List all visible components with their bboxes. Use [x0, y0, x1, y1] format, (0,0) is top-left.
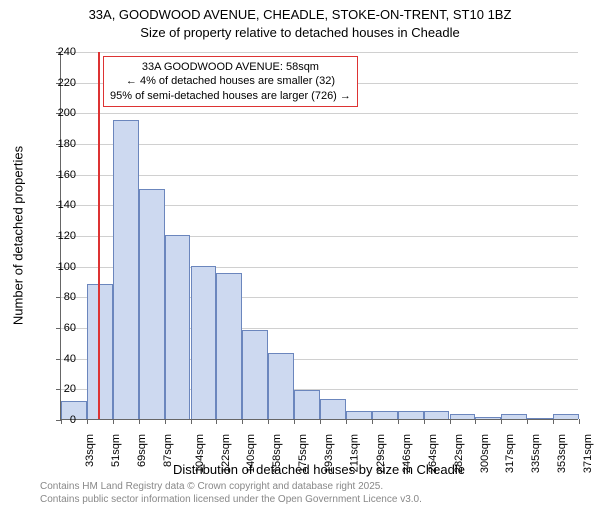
property-marker-line: [98, 52, 100, 419]
x-tick-mark: [165, 419, 166, 424]
x-tick-label: 264sqm: [427, 434, 439, 473]
histogram-bar: [191, 266, 217, 419]
footer-line1: Contains HM Land Registry data © Crown c…: [40, 480, 422, 493]
x-tick-mark: [579, 419, 580, 424]
y-tick-mark: [56, 389, 61, 390]
histogram-bar: [165, 235, 191, 419]
y-tick-label: 240: [58, 46, 76, 58]
y-tick-label: 200: [58, 107, 76, 119]
x-tick-mark: [87, 419, 88, 424]
x-tick-label: 282sqm: [453, 434, 465, 473]
x-tick-mark: [372, 419, 373, 424]
x-tick-mark: [553, 419, 554, 424]
footer-attribution: Contains HM Land Registry data © Crown c…: [40, 480, 422, 506]
x-tick-mark: [268, 419, 269, 424]
title-line1: 33A, GOODWOOD AVENUE, CHEADLE, STOKE-ON-…: [0, 6, 600, 24]
histogram-bar: [450, 414, 476, 419]
y-tick-mark: [56, 359, 61, 360]
y-axis-label: Number of detached properties: [11, 136, 26, 336]
x-tick-mark: [398, 419, 399, 424]
y-tick-label: 100: [58, 261, 76, 273]
chart-title: 33A, GOODWOOD AVENUE, CHEADLE, STOKE-ON-…: [0, 0, 600, 41]
y-tick-mark: [56, 328, 61, 329]
x-tick-label: 300sqm: [479, 434, 491, 473]
x-tick-label: 140sqm: [246, 434, 258, 473]
x-tick-label: 193sqm: [323, 434, 335, 473]
x-tick-label: 229sqm: [375, 434, 387, 473]
x-tick-label: 158sqm: [271, 434, 283, 473]
x-tick-label: 122sqm: [220, 434, 232, 473]
histogram-bar: [139, 189, 165, 419]
x-tick-mark: [501, 419, 502, 424]
annotation-line2: ← 4% of detached houses are smaller (32): [110, 74, 351, 88]
x-tick-mark: [242, 419, 243, 424]
x-tick-mark: [320, 419, 321, 424]
x-tick-label: 51sqm: [110, 434, 122, 467]
x-tick-label: 104sqm: [194, 434, 206, 473]
x-tick-label: 353sqm: [556, 434, 568, 473]
y-tick-label: 20: [64, 383, 76, 395]
histogram-bar: [87, 284, 113, 419]
x-tick-mark: [527, 419, 528, 424]
chart-container: 33A, GOODWOOD AVENUE, CHEADLE, STOKE-ON-…: [0, 0, 600, 500]
plot-area: 33A GOODWOOD AVENUE: 58sqm← 4% of detach…: [60, 52, 578, 420]
x-tick-mark: [113, 419, 114, 424]
y-tick-label: 40: [64, 353, 76, 365]
title-line2: Size of property relative to detached ho…: [0, 24, 600, 42]
histogram-bar: [424, 411, 450, 419]
histogram-bar: [398, 411, 424, 419]
histogram-bar: [553, 414, 579, 419]
x-tick-mark: [294, 419, 295, 424]
grid-line: [61, 52, 578, 53]
x-tick-label: 87sqm: [162, 434, 174, 467]
histogram-bar: [268, 353, 294, 419]
x-tick-mark: [191, 419, 192, 424]
annotation-box: 33A GOODWOOD AVENUE: 58sqm← 4% of detach…: [103, 56, 358, 107]
x-tick-mark: [450, 419, 451, 424]
x-tick-label: 69sqm: [136, 434, 148, 467]
histogram-bar: [216, 273, 242, 419]
y-tick-label: 60: [64, 322, 76, 334]
y-tick-label: 0: [70, 414, 76, 426]
y-tick-label: 80: [64, 291, 76, 303]
y-tick-label: 140: [58, 199, 76, 211]
x-tick-mark: [475, 419, 476, 424]
histogram-bar: [372, 411, 398, 419]
y-tick-label: 180: [58, 138, 76, 150]
x-tick-mark: [139, 419, 140, 424]
histogram-bar: [501, 414, 527, 419]
histogram-bar: [113, 120, 139, 419]
x-tick-label: 317sqm: [505, 434, 517, 473]
y-tick-label: 160: [58, 169, 76, 181]
annotation-line1: 33A GOODWOOD AVENUE: 58sqm: [110, 60, 351, 74]
histogram-bar: [475, 417, 501, 419]
x-tick-label: 175sqm: [297, 434, 309, 473]
x-tick-mark: [61, 419, 62, 424]
histogram-bar: [294, 390, 320, 419]
x-tick-mark: [346, 419, 347, 424]
histogram-bar: [320, 399, 346, 419]
x-tick-label: 246sqm: [401, 434, 413, 473]
y-tick-label: 120: [58, 230, 76, 242]
y-tick-mark: [56, 297, 61, 298]
grid-line: [61, 113, 578, 114]
x-tick-label: 211sqm: [348, 434, 360, 472]
x-tick-mark: [424, 419, 425, 424]
y-tick-label: 220: [58, 77, 76, 89]
histogram-bar: [527, 418, 553, 419]
x-tick-label: 33sqm: [84, 434, 96, 467]
x-tick-mark: [216, 419, 217, 424]
histogram-bar: [346, 411, 372, 419]
histogram-bar: [242, 330, 268, 419]
annotation-line3: 95% of semi-detached houses are larger (…: [110, 89, 351, 103]
x-tick-label: 371sqm: [582, 434, 594, 473]
x-tick-label: 335sqm: [530, 434, 542, 473]
